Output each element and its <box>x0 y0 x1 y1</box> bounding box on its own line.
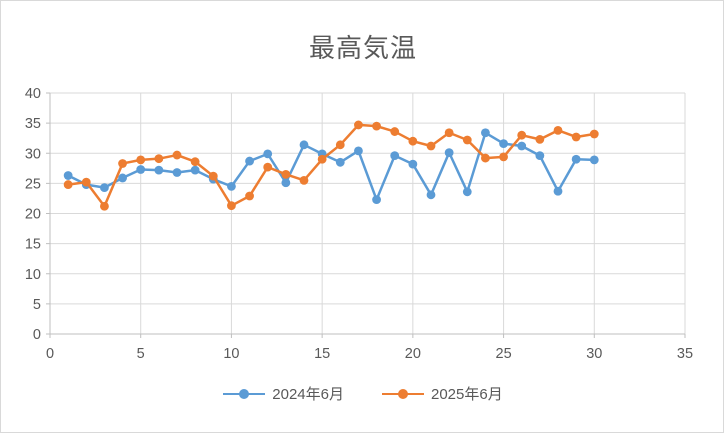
x-axis-tick-label: 15 <box>314 346 330 362</box>
series-1-marker-day-18 <box>372 121 381 131</box>
series-1-marker-day-11 <box>245 191 254 201</box>
series-1-marker-day-13 <box>281 169 291 179</box>
series-0-marker-day-10 <box>227 181 236 191</box>
series-1-marker-day-9 <box>208 171 218 181</box>
series-0-marker-day-1 <box>63 171 73 180</box>
series-0-marker-day-11 <box>245 156 254 166</box>
series-0-marker-day-19 <box>390 151 400 161</box>
legend-marker-2025-6 <box>382 388 424 399</box>
series-1-marker-day-16 <box>335 140 345 150</box>
legend-dot-icon <box>239 388 250 399</box>
x-axis-tick-label: 10 <box>223 346 239 362</box>
series-0-marker-day-23 <box>462 187 472 197</box>
legend-dot-icon <box>398 388 408 399</box>
series-1-marker-day-1 <box>63 180 73 189</box>
series-0-marker-day-27 <box>535 151 545 161</box>
series-0-marker-day-24 <box>481 128 490 138</box>
series-1-marker-day-26 <box>517 130 527 140</box>
series-0-marker-day-18 <box>372 195 381 205</box>
legend-label: 2024年6月 <box>272 386 344 403</box>
series-1-marker-day-14 <box>299 175 309 185</box>
series-1-marker-day-12 <box>263 162 273 172</box>
series-1-marker-day-6 <box>154 154 164 164</box>
y-axis-tick-label: 5 <box>33 297 41 313</box>
series-1-marker-day-25 <box>499 152 508 162</box>
series-0-marker-day-13 <box>281 178 291 188</box>
series-1-marker-day-8 <box>190 157 200 167</box>
series-1-marker-day-29 <box>571 132 581 142</box>
y-axis-tick-label: 0 <box>33 327 41 343</box>
legend-item-2024-6: 2024年6月 <box>223 383 344 404</box>
x-axis-tick-label: 30 <box>586 346 602 362</box>
series-0-marker-day-4 <box>118 173 127 183</box>
y-axis-tick-label: 25 <box>25 176 41 192</box>
series-1-marker-day-15 <box>317 154 327 164</box>
series-1-marker-day-24 <box>481 153 490 163</box>
series-0-marker-day-7 <box>172 168 182 177</box>
series-0-marker-day-25 <box>499 139 508 149</box>
series-1-marker-day-19 <box>390 127 400 136</box>
series-1-marker-day-10 <box>227 201 236 211</box>
series-0-marker-day-14 <box>299 140 309 150</box>
y-axis-tick-label: 20 <box>25 207 41 223</box>
y-axis-tick-label: 15 <box>25 237 41 253</box>
series-0-marker-day-21 <box>426 190 436 200</box>
chart-legend: 2024年6月 2025年6月 <box>1 383 723 404</box>
chart-title: 最高気温 <box>308 33 417 63</box>
x-axis-tick-label: 25 <box>496 346 512 362</box>
series-1-marker-day-27 <box>535 134 545 144</box>
series-0-marker-day-26 <box>517 141 527 151</box>
x-axis-tick-label: 5 <box>137 346 145 362</box>
series-0-marker-day-17 <box>354 146 363 156</box>
series-1-marker-day-2 <box>81 177 91 187</box>
series-0-marker-day-3 <box>100 183 109 192</box>
y-axis-tick-label: 35 <box>25 116 41 132</box>
series-1-marker-day-3 <box>100 201 109 211</box>
series-0-marker-day-28 <box>553 186 563 196</box>
series-0-marker-day-20 <box>408 159 418 169</box>
series-0-marker-day-29 <box>571 154 581 164</box>
y-axis-tick-label: 40 <box>25 86 41 102</box>
series-1-marker-day-28 <box>553 125 563 135</box>
series-1-marker-day-20 <box>408 136 418 146</box>
series-1-marker-day-21 <box>426 141 436 151</box>
series-1-marker-day-17 <box>354 120 363 130</box>
series-0-marker-day-30 <box>589 155 599 165</box>
series-0-marker-day-6 <box>154 165 164 175</box>
legend-item-2025-6: 2025年6月 <box>382 383 503 404</box>
x-axis-tick-label: 35 <box>677 346 693 362</box>
x-axis-tick-label: 20 <box>405 346 421 362</box>
series-1-marker-day-4 <box>118 159 127 168</box>
series-0-marker-day-22 <box>444 148 454 158</box>
legend-marker-2024-6 <box>223 388 266 399</box>
series-0-marker-day-5 <box>136 165 146 174</box>
legend-label: 2025年6月 <box>431 386 503 403</box>
x-axis-tick-label: 0 <box>46 346 54 362</box>
series-0-marker-day-8 <box>190 165 200 175</box>
series-1-line <box>66 123 596 208</box>
series-0-marker-day-16 <box>335 157 345 167</box>
series-1-marker-day-23 <box>462 135 472 145</box>
series-0-marker-day-12 <box>263 149 273 159</box>
series-1-marker-day-22 <box>444 128 454 138</box>
y-axis-tick-label: 10 <box>25 267 41 283</box>
series-1-marker-day-5 <box>136 155 146 165</box>
series-1-marker-day-7 <box>172 150 182 160</box>
y-axis-tick-label: 30 <box>25 146 41 162</box>
series-1-marker-day-30 <box>589 129 599 139</box>
